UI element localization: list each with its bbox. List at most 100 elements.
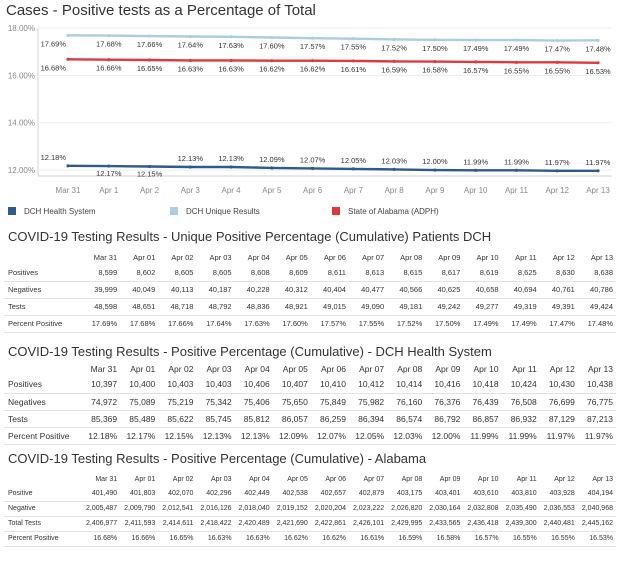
table-title-unique-dch: COVID-19 Testing Results - Unique Positi… (8, 229, 492, 244)
data-point (188, 58, 192, 63)
table-cell: 2,016,126 (196, 501, 235, 517)
y-tick-label: 14.00% (8, 119, 35, 128)
data-point (351, 59, 355, 63)
table-cell: 8,605 (196, 264, 235, 282)
column-header: Apr 13 (590, 252, 613, 262)
series-line (67, 58, 599, 64)
table-cell: 2,032,808 (463, 501, 502, 517)
data-label: 17.64% (178, 41, 204, 50)
x-tick-label: Apr 2 (140, 186, 160, 195)
table-cell: 403,610 (463, 486, 502, 502)
x-tick-label: Apr 11 (505, 186, 529, 195)
data-point (555, 60, 559, 64)
table-cell: 12.09% (272, 427, 311, 445)
data-label: 12.07% (300, 155, 326, 164)
table-cell: 8,615 (387, 264, 426, 282)
data-label: 17.60% (259, 41, 285, 50)
data-point (474, 168, 478, 172)
table-cell: 8,605 (158, 264, 197, 282)
table-cell: 2,012,541 (158, 501, 197, 517)
column-header: Apr 12 (552, 252, 575, 262)
column-header: Apr 02 (172, 475, 194, 483)
legend-swatch (8, 207, 16, 215)
x-tick-label: Apr 12 (545, 186, 569, 195)
table-cell: 76,439 (463, 393, 502, 411)
legend-item-dch-unique-results[interactable]: DCH Unique Results (170, 204, 260, 218)
table-row: Negative 2,005,487 2,009,790 2,012,541 2,016… (4, 501, 616, 517)
table-cell: 12.07% (310, 427, 349, 445)
data-label: 16.53% (585, 67, 611, 76)
legend-label: DCH Health System (24, 206, 96, 216)
table-cell: 403,810 (501, 486, 540, 502)
x-tick-label: Apr 10 (464, 186, 488, 195)
legend-item-dch-health-system[interactable]: DCH Health System (8, 204, 96, 218)
table-cell: 10,438 (577, 376, 616, 394)
column-header: Apr 01 (133, 252, 156, 262)
data-label: 12.13% (218, 154, 244, 163)
table-cell: 2,440,481 (539, 516, 578, 532)
data-point (311, 36, 315, 40)
y-tick-label: 18.00% (8, 24, 35, 33)
table-cell: 2,026,820 (387, 501, 426, 517)
data-label: 12.17% (96, 169, 122, 178)
table-cell: 10,414 (387, 376, 426, 394)
series-line (67, 164, 598, 173)
data-label: 11.99% (463, 157, 488, 166)
x-tick-label: Apr 4 (222, 186, 242, 195)
table-cell: 10,412 (348, 376, 388, 394)
table-cell: 403,401 (425, 486, 464, 502)
data-label: 11.97% (545, 158, 570, 167)
table-cell: 16.55% (501, 531, 540, 547)
row-label: Total Tests (4, 516, 82, 532)
table-cell: 10,418 (463, 376, 502, 394)
table-cell: 10,407 (272, 376, 311, 394)
table-cell: 11.97% (539, 427, 578, 445)
table-cell: 16.62% (310, 531, 349, 547)
y-tick-label: 12.00% (8, 166, 35, 175)
data-label: 12.09% (259, 155, 285, 164)
header-corner (4, 362, 82, 376)
data-point (66, 57, 70, 61)
column-header: Apr 04 (244, 364, 270, 374)
table-cell: 11.97% (577, 427, 616, 445)
table-cell: 86,057 (272, 410, 311, 428)
table-row: Percent Positive 16.68% 16.66% 16.65% 16.63%… (4, 531, 616, 547)
column-header: Apr 07 (362, 252, 385, 262)
data-label: 12.18% (41, 153, 67, 162)
data-label: 16.63% (178, 64, 204, 73)
table-cell: 2,009,790 (120, 501, 159, 517)
data-label: 11.97% (586, 158, 611, 167)
column-header: Apr 02 (171, 252, 194, 262)
table-row: Positives 10,397 10,400 10,403 10,403 10,406 1… (4, 376, 616, 394)
table-cell: 12.18% (82, 427, 121, 445)
data-label: 16.61% (341, 65, 367, 74)
row-label: Positive (4, 486, 82, 502)
table-cell: 76,508 (501, 393, 540, 411)
table-cell: 2,420,489 (234, 516, 273, 532)
table-cell: 17.60% (272, 315, 311, 333)
column-header: Apr 11 (516, 475, 537, 483)
table-cell: 2,418,422 (196, 516, 235, 532)
legend-label: State of Alabama (ADPH) (348, 206, 439, 216)
table-cell: 17.52% (387, 315, 426, 333)
table-cell: 75,342 (196, 393, 235, 411)
column-header: Apr 09 (435, 364, 461, 374)
data-point (474, 38, 478, 42)
table-cell: 17.69% (82, 315, 121, 333)
table-cell: 76,160 (387, 393, 426, 411)
data-label: 16.55% (545, 66, 571, 75)
table-cell: 40,566 (387, 281, 426, 299)
data-point (229, 165, 233, 169)
table-cell: 17.66% (158, 315, 197, 333)
column-header: Mar 31 (90, 364, 118, 374)
table-cell: 86,259 (310, 410, 349, 428)
data-label: 17.69% (41, 39, 67, 48)
data-point (392, 167, 396, 171)
table-cell: 8,609 (272, 264, 311, 282)
legend-item-state-of-alabama[interactable]: State of Alabama (ADPH) (332, 204, 439, 218)
table-cell: 49,242 (425, 298, 464, 316)
data-point (596, 38, 600, 42)
data-label: 17.66% (137, 40, 163, 49)
table-row: Positive 401,490 401,803 402,070 402,296 402,… (4, 486, 616, 502)
table-cell: 10,403 (196, 376, 235, 394)
